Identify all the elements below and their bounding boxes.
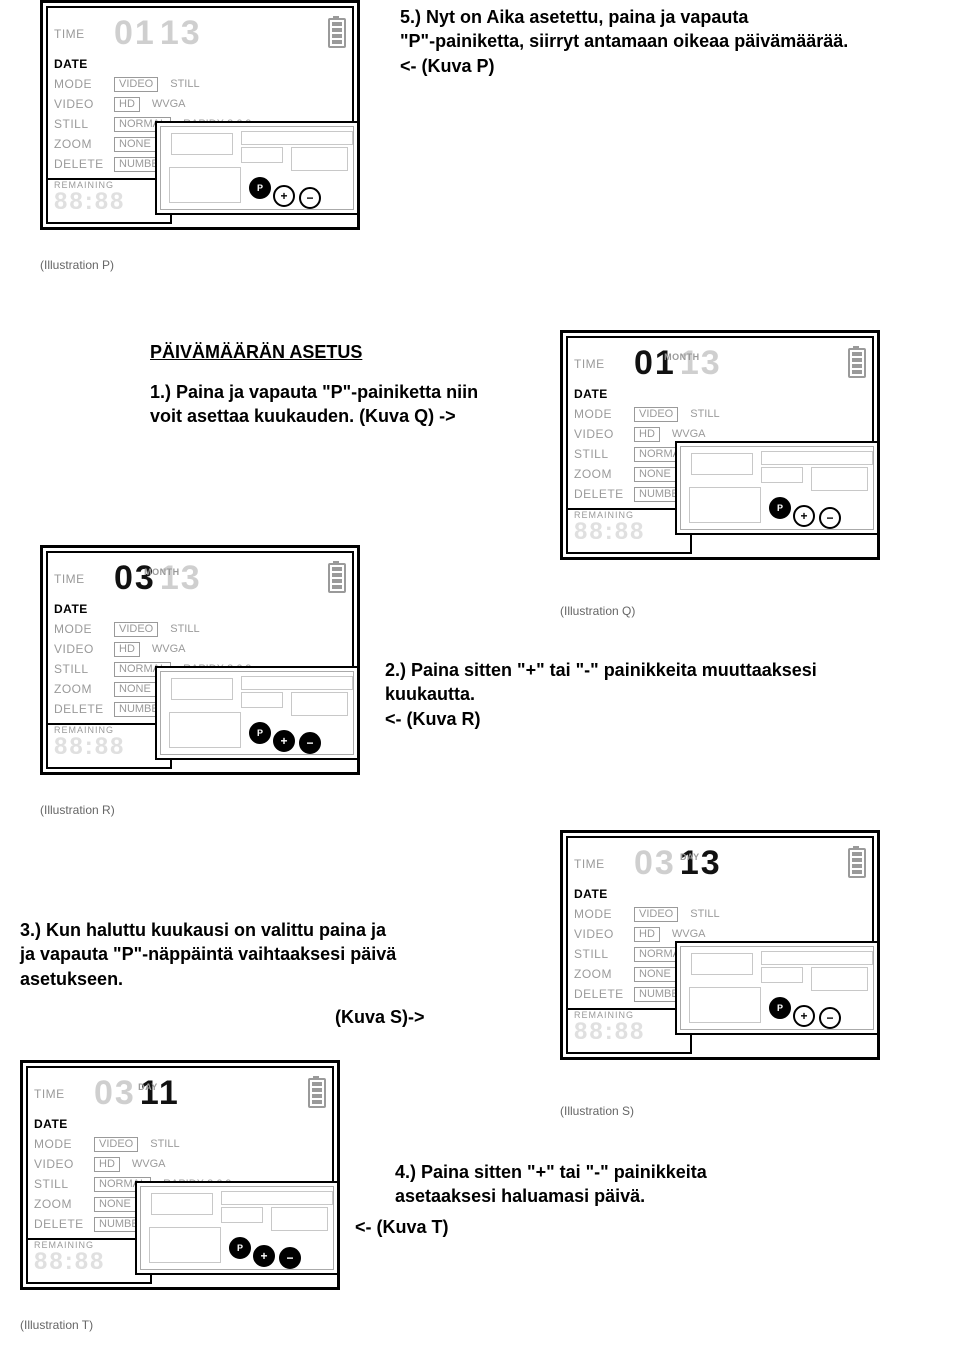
- illustration-caption: (Illustration T): [20, 1318, 340, 1332]
- p-button[interactable]: P: [249, 722, 271, 744]
- display-left: 03: [94, 1074, 136, 1113]
- label-time: TIME: [574, 357, 634, 371]
- button-inset: P+−: [155, 666, 359, 760]
- illustration-caption: (Illustration S): [560, 1104, 880, 1118]
- label-zoom: ZOOM: [574, 467, 634, 481]
- label-delete: DELETE: [34, 1217, 94, 1231]
- lcd-panel-T: TIME0311DAYDATEMODEVIDEOSTILLVIDEOHDWVGA…: [20, 1060, 340, 1332]
- instruction-step-2: 2.) Paina sitten "+" tai "-" painikkeita…: [385, 658, 817, 731]
- label-video: VIDEO: [574, 927, 634, 941]
- display-tag: MONTH: [144, 567, 180, 577]
- illustration-caption: (Illustration Q): [560, 604, 880, 618]
- illustration-caption: (Illustration P): [40, 258, 360, 272]
- label-video: VIDEO: [54, 97, 114, 111]
- lcd-panel-P: TIME0113DATEMODEVIDEOSTILLVIDEOHDWVGASTI…: [40, 0, 360, 272]
- display-right: 13: [680, 844, 722, 883]
- button-inset: P+−: [675, 441, 879, 535]
- label-delete: DELETE: [574, 487, 634, 501]
- label-delete: DELETE: [54, 157, 114, 171]
- p-button[interactable]: P: [229, 1237, 251, 1259]
- label-date: DATE: [54, 57, 114, 71]
- plus-button[interactable]: +: [253, 1245, 275, 1267]
- display-tag: DAY: [138, 1082, 158, 1092]
- remaining-digits: 88:88: [54, 733, 164, 761]
- instruction-step-3: 3.) Kun haluttu kuukausi on valittu pain…: [20, 918, 396, 991]
- instruction-step-4: 4.) Paina sitten "+" tai "-" painikkeita…: [395, 1160, 707, 1209]
- minus-button[interactable]: −: [279, 1247, 301, 1269]
- label-zoom: ZOOM: [34, 1197, 94, 1211]
- label-still: STILL: [54, 662, 114, 676]
- battery-icon: [848, 848, 866, 878]
- button-inset: P+−: [675, 941, 879, 1035]
- display-left: 01: [114, 14, 156, 53]
- p-button[interactable]: P: [769, 997, 791, 1019]
- display-right: 13: [160, 14, 202, 53]
- display-right: 13: [680, 344, 722, 383]
- label-time: TIME: [54, 27, 114, 41]
- heading-date-setting: PÄIVÄMÄÄRÄN ASETUS: [150, 340, 362, 364]
- label-video: VIDEO: [34, 1157, 94, 1171]
- p-button[interactable]: P: [769, 497, 791, 519]
- display-tag: DAY: [680, 852, 700, 862]
- minus-button[interactable]: −: [819, 507, 841, 529]
- label-time: TIME: [574, 857, 634, 871]
- lcd-panel-S: TIME0313DAYDATEMODEVIDEOSTILLVIDEOHDWVGA…: [560, 830, 880, 1118]
- plus-button[interactable]: +: [273, 730, 295, 752]
- button-inset: P+−: [135, 1181, 339, 1275]
- battery-icon: [848, 348, 866, 378]
- label-still: STILL: [574, 947, 634, 961]
- label-zoom: ZOOM: [54, 682, 114, 696]
- label-date: DATE: [54, 602, 114, 616]
- p-button[interactable]: P: [249, 177, 271, 199]
- battery-icon: [328, 18, 346, 48]
- label-delete: DELETE: [574, 987, 634, 1001]
- minus-button[interactable]: −: [819, 1007, 841, 1029]
- instruction-step-3-ref: (Kuva S)->: [335, 1005, 425, 1029]
- plus-button[interactable]: +: [793, 505, 815, 527]
- minus-button[interactable]: −: [299, 187, 321, 209]
- battery-icon: [308, 1078, 326, 1108]
- label-time: TIME: [54, 572, 114, 586]
- display-left: 03: [114, 559, 156, 598]
- display-left: 01: [634, 344, 676, 383]
- label-date: DATE: [574, 887, 634, 901]
- plus-button[interactable]: +: [273, 185, 295, 207]
- label-mode: MODE: [54, 77, 114, 91]
- lcd-panel-R: TIME0313MONTHDATEMODEVIDEOSTILLVIDEOHDWV…: [40, 545, 360, 817]
- illustration-caption: (Illustration R): [40, 803, 360, 817]
- label-mode: MODE: [574, 907, 634, 921]
- minus-button[interactable]: −: [299, 732, 321, 754]
- label-still: STILL: [54, 117, 114, 131]
- lcd-panel-Q: TIME0113MONTHDATEMODEVIDEOSTILLVIDEOHDWV…: [560, 330, 880, 618]
- label-mode: MODE: [574, 407, 634, 421]
- instruction-step-4-ref: <- (Kuva T): [355, 1215, 449, 1239]
- instruction-step-1: 1.) Paina ja vapauta "P"-painiketta niin…: [150, 380, 478, 429]
- display-right: 13: [160, 559, 202, 598]
- label-mode: MODE: [54, 622, 114, 636]
- label-still: STILL: [574, 447, 634, 461]
- label-zoom: ZOOM: [54, 137, 114, 151]
- remaining-digits: 88:88: [574, 1018, 684, 1046]
- label-mode: MODE: [34, 1137, 94, 1151]
- label-zoom: ZOOM: [574, 967, 634, 981]
- label-date: DATE: [34, 1117, 94, 1131]
- label-date: DATE: [574, 387, 634, 401]
- battery-icon: [328, 563, 346, 593]
- remaining-digits: 88:88: [34, 1248, 144, 1276]
- label-time: TIME: [34, 1087, 94, 1101]
- remaining-digits: 88:88: [54, 188, 164, 216]
- label-video: VIDEO: [574, 427, 634, 441]
- button-inset: P+−: [155, 121, 359, 215]
- display-right: 11: [140, 1074, 180, 1113]
- label-video: VIDEO: [54, 642, 114, 656]
- display-tag: MONTH: [664, 352, 700, 362]
- display-left: 03: [634, 844, 676, 883]
- plus-button[interactable]: +: [793, 1005, 815, 1027]
- label-delete: DELETE: [54, 702, 114, 716]
- instruction-step-5: 5.) Nyt on Aika asetettu, paina ja vapau…: [400, 5, 848, 78]
- label-still: STILL: [34, 1177, 94, 1191]
- remaining-digits: 88:88: [574, 518, 684, 546]
